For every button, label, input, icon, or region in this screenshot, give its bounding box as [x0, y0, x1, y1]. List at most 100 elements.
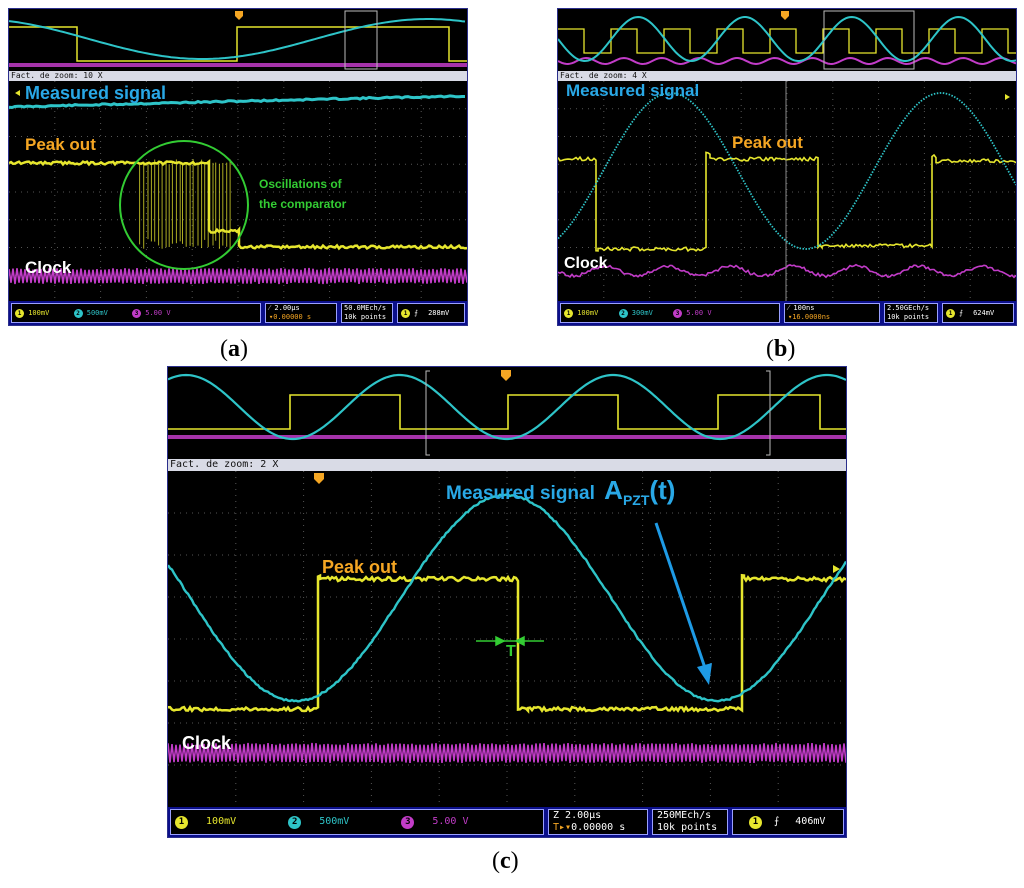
trigger-position-icon: [314, 473, 324, 484]
main-waveform-b: [558, 81, 1016, 303]
zoom-factor-label: Fact. de zoom: 10 X: [11, 71, 103, 80]
apzt-subscript: PZT: [622, 492, 650, 508]
main-waveform-c: [168, 471, 846, 807]
overview-strip-a: [9, 9, 467, 71]
caption-letter-c: c: [500, 848, 511, 874]
ch2-badge: 2: [618, 309, 628, 318]
timebase-value: 100ns: [793, 304, 815, 312]
caption-b: (b): [766, 336, 796, 362]
ch3-scale: 5.00 V: [432, 816, 469, 827]
status-bar-a: 1 100mV 2 500mV 3 5.00 V ⁄ 2.00µs ▾0.000…: [9, 301, 467, 325]
sample-rate-readout: 50.0MEch/s 10k points: [341, 303, 393, 323]
ch3-scale: 5.00 V: [145, 309, 171, 317]
label-peak-out: Peak out: [322, 557, 398, 577]
trigger-level-marker-icon: [15, 90, 20, 96]
label-oscillations-line2: the comparator: [259, 197, 347, 211]
main-waveform-a: [9, 81, 467, 303]
ch2-scale: 300mV: [631, 309, 653, 317]
sample-rate-value: 2.50GEch/s: [887, 304, 930, 312]
label-t-marker: T: [506, 643, 516, 660]
ch1-badge: 1: [564, 309, 573, 318]
label-clock: Clock: [182, 733, 232, 753]
apzt-symbol: A: [604, 475, 623, 505]
scope-panel-a: Fact. de zoom: 10 X Measured signal Peak…: [8, 8, 468, 326]
zoom-factor-label: Fact. de zoom: 4 X: [560, 71, 647, 80]
timebase-value: 2.00µs: [565, 810, 602, 821]
timebase-value: 2.00µs: [274, 304, 300, 312]
label-peak-out: Peak out: [732, 133, 803, 152]
trigger-ch-badge: 1: [946, 309, 955, 318]
ch1-scale: 100mV: [28, 309, 50, 317]
apzt-argument: (t): [649, 475, 676, 505]
trigger-slope-icon: ⨍: [414, 309, 418, 317]
trigger-level-marker-icon: [833, 565, 840, 573]
trigger-ch-badge: 1: [401, 309, 410, 318]
delay-value: 16.0000ns: [792, 313, 831, 321]
caption-letter-a: a: [228, 336, 240, 362]
ch3-badge: 3: [132, 309, 142, 318]
trigger-level: 624mV: [973, 309, 995, 317]
trigger-level-marker-icon: [1005, 94, 1010, 100]
apzt-arrow: [654, 522, 712, 685]
trigger-slope-icon: ⨍: [959, 309, 963, 317]
zoom-factor-bar-b: Fact. de zoom: 4 X: [558, 71, 1016, 81]
ch1-badge: 1: [15, 309, 24, 318]
points-value: 10k points: [344, 313, 387, 321]
label-measured-signal: Measured signal: [25, 83, 167, 103]
ch3-scale: 5.00 V: [686, 309, 712, 317]
delay-value: 0.00000 s: [273, 313, 312, 321]
zoom-factor-label: Fact. de zoom: 2 X: [170, 459, 279, 470]
timebase-readout: Z 2.00µs T▸▾0.00000 s: [548, 809, 648, 835]
ch-readout-group: 1 100mV 2 500mV 3 5.00 V: [170, 809, 544, 835]
status-bar-b: 1 100mV 2 300mV 3 5.00 V ⁄ 100ns ▾16.000…: [558, 301, 1016, 325]
ch2-badge: 2: [288, 816, 302, 829]
trigger-slope-icon: ⨍: [774, 816, 780, 827]
caption-a: (a): [220, 336, 248, 362]
delay-value: 0.00000 s: [571, 822, 626, 833]
overview-strip-b: [558, 9, 1016, 71]
scope-panel-c: Fact. de zoom: 2 X Measured signal APZT(…: [167, 366, 847, 838]
sample-rate-value: 250MEch/s: [657, 810, 712, 821]
trigger-ch-badge: 1: [749, 816, 762, 829]
label-oscillations-line1: Oscillations of: [259, 177, 342, 191]
ch2-scale: 500mV: [86, 309, 108, 317]
ch3-badge: 3: [673, 309, 683, 318]
status-bar-c: 1 100mV 2 500mV 3 5.00 V Z 2.00µs T▸▾0.0…: [168, 807, 846, 837]
points-value: 10k points: [657, 822, 718, 833]
caption-letter-b: b: [774, 336, 788, 362]
ch1-scale: 100mV: [206, 816, 237, 827]
trigger-readout: 1 ⨍ 288mV: [397, 303, 465, 323]
label-measured-signal: Measured signal: [566, 81, 700, 100]
trigger-level: 406mV: [795, 816, 826, 827]
timebase-readout: ⁄ 2.00µs ▾0.00000 s: [265, 303, 337, 323]
zoom-factor-bar-a: Fact. de zoom: 10 X: [9, 71, 467, 81]
label-peak-out: Peak out: [25, 135, 96, 154]
scope-panel-b: Fact. de zoom: 4 X Measured signal Peak …: [557, 8, 1017, 326]
trigger-marker-icon: [235, 11, 243, 20]
caption-c: (c): [492, 848, 519, 874]
label-clock: Clock: [564, 255, 608, 272]
timebase-readout: ⁄ 100ns ▾16.0000ns: [784, 303, 880, 323]
label-clock: Clock: [25, 258, 72, 277]
measured-signal-text: Measured signal: [446, 483, 595, 504]
trigger-marker-icon: [781, 11, 789, 20]
trigger-level: 288mV: [428, 309, 450, 317]
trigger-marker-icon: [501, 370, 511, 381]
zoom-factor-bar-c: Fact. de zoom: 2 X: [168, 459, 846, 471]
ch2-scale: 500mV: [319, 816, 350, 827]
period-marker-t: [476, 635, 544, 647]
ch-readout-group: 1 100mV 2 500mV 3 5.00 V: [11, 303, 261, 323]
ch-readout-group: 1 100mV 2 300mV 3 5.00 V: [560, 303, 780, 323]
overview-strip-c: [168, 367, 846, 459]
sample-rate-readout: 250MEch/s 10k points: [652, 809, 728, 835]
trigger-readout: 1 ⨍ 406mV: [732, 809, 844, 835]
sample-rate-readout: 2.50GEch/s 10k points: [884, 303, 938, 323]
trigger-readout: 1 ⨍ 624mV: [942, 303, 1014, 323]
ch3-badge: 3: [401, 816, 415, 829]
oscillation-highlight-circle: [119, 140, 249, 270]
label-measured-signal: Measured signal APZT(t): [446, 475, 676, 508]
points-value: 10k points: [887, 313, 930, 321]
sample-rate-value: 50.0MEch/s: [344, 304, 387, 312]
ch2-badge: 2: [73, 309, 83, 318]
ch1-scale: 100mV: [577, 309, 599, 317]
